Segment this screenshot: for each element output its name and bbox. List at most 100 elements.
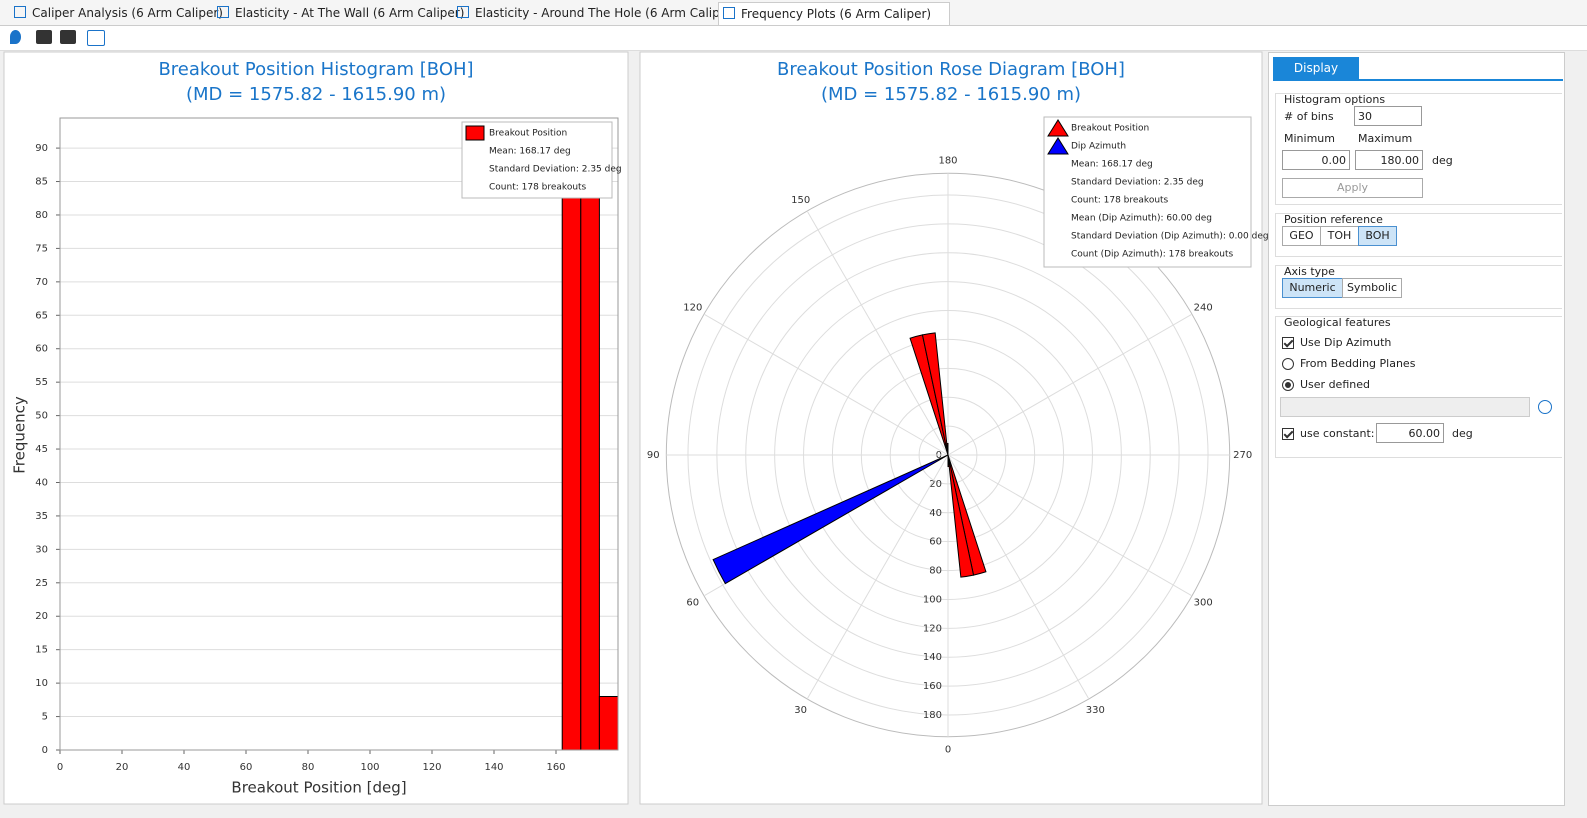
y-tick-label: 15 bbox=[35, 645, 48, 656]
x-tick-label: 160 bbox=[546, 762, 565, 773]
grid-spoke bbox=[947, 313, 1193, 456]
bar bbox=[580, 181, 600, 751]
y-tick-label: 70 bbox=[35, 277, 48, 288]
axis-type: Axis type Numeric Symbolic bbox=[1275, 265, 1562, 309]
histogram-options: Histogram options # of bins 30 Minimum M… bbox=[1275, 93, 1562, 205]
y-tick-label: 80 bbox=[35, 210, 48, 221]
tab[interactable]: Caliper Analysis (6 Arm Caliper) bbox=[10, 2, 223, 24]
option-button[interactable]: TOH bbox=[1320, 226, 1359, 246]
dropdown[interactable] bbox=[1280, 397, 1530, 417]
toolbar bbox=[0, 26, 1587, 51]
tab[interactable]: Elasticity - At The Wall (6 Arm Caliper) bbox=[213, 2, 464, 24]
r-tick-label: 100 bbox=[923, 594, 942, 605]
geological-features: Geological features Use Dip Azimuth From… bbox=[1275, 316, 1562, 458]
tab-bar: Caliper Analysis (6 Arm Caliper) Elastici… bbox=[0, 0, 1587, 26]
max-label: Maximum bbox=[1358, 132, 1413, 145]
option-button[interactable]: BOH bbox=[1358, 226, 1397, 246]
x-tick-label: 100 bbox=[360, 762, 379, 773]
chart-title: Breakout Position Rose Diagram [BOH] bbox=[777, 59, 1125, 80]
r-tick-label: 180 bbox=[923, 710, 942, 721]
legend-stat: Count (Dip Azimuth): 178 breakouts bbox=[1071, 250, 1234, 260]
bins-input[interactable]: 30 bbox=[1354, 106, 1422, 126]
angle-tick-label: 300 bbox=[1194, 597, 1213, 608]
info-icon[interactable] bbox=[1538, 400, 1552, 414]
grid-spoke bbox=[806, 454, 949, 700]
option-label: Use Dip Azimuth bbox=[1300, 336, 1392, 349]
y-tick-label: 0 bbox=[42, 745, 48, 756]
legend-box bbox=[461, 121, 613, 199]
angle-tick-label: 0 bbox=[945, 745, 951, 756]
angle-tick-label: 30 bbox=[794, 705, 807, 716]
legend-label: Breakout Position bbox=[489, 129, 567, 139]
legend-stat: Mean: 168.17 deg bbox=[489, 147, 571, 157]
chart-subtitle: (MD = 1575.82 - 1615.90 m) bbox=[821, 84, 1081, 105]
rose-wedge bbox=[921, 332, 949, 456]
y-axis-label: Frequency bbox=[11, 396, 29, 474]
x-tick-label: 80 bbox=[302, 762, 315, 773]
bins-label: # of bins bbox=[1284, 110, 1334, 123]
y-tick-label: 25 bbox=[35, 578, 48, 589]
x-tick-label: 40 bbox=[178, 762, 191, 773]
min-input[interactable]: 0.00 bbox=[1282, 150, 1350, 170]
legend-label: Dip Azimuth bbox=[1071, 142, 1126, 152]
bar bbox=[561, 181, 582, 751]
side-panel: Display Histogram options # of bins 30 M… bbox=[1268, 52, 1565, 806]
legend-stat: Standard Deviation: 2.35 deg bbox=[1071, 178, 1204, 188]
angle-tick-label: 180 bbox=[938, 155, 957, 166]
plot-frame bbox=[59, 117, 619, 751]
angle-tick-label: 330 bbox=[1086, 705, 1105, 716]
angle-tick-label: 90 bbox=[647, 450, 660, 461]
r-tick-label: 160 bbox=[923, 681, 942, 692]
legend-stat: Count: 178 breakouts bbox=[1071, 196, 1169, 206]
display-tab[interactable]: Display bbox=[1273, 57, 1359, 79]
bar bbox=[598, 695, 619, 751]
r-tick-label: 80 bbox=[929, 566, 942, 577]
angle-tick-label: 240 bbox=[1194, 303, 1213, 314]
tab[interactable]: Frequency Plots (6 Arm Caliper) bbox=[718, 2, 950, 25]
option-button[interactable]: Symbolic bbox=[1342, 278, 1402, 298]
angle-tick-label: 120 bbox=[683, 303, 702, 314]
y-tick-label: 40 bbox=[35, 477, 48, 488]
constant-input[interactable]: 60.00 bbox=[1376, 423, 1444, 443]
unit-label: deg bbox=[1452, 427, 1473, 440]
group-title: Geological features bbox=[1284, 316, 1391, 329]
y-tick-label: 85 bbox=[35, 177, 48, 188]
tab[interactable]: Elasticity - Around The Hole (6 Arm Cali… bbox=[453, 2, 737, 24]
settings-button[interactable] bbox=[87, 30, 105, 46]
y-tick-label: 45 bbox=[35, 444, 48, 455]
legend-swatch bbox=[1047, 119, 1069, 137]
legend-label: Breakout Position bbox=[1071, 124, 1149, 134]
angle-tick-label: 60 bbox=[686, 597, 699, 608]
y-tick-label: 5 bbox=[42, 712, 48, 723]
radio[interactable] bbox=[1282, 379, 1294, 391]
option-button[interactable]: Numeric bbox=[1282, 278, 1343, 298]
option-button[interactable]: GEO bbox=[1282, 226, 1321, 246]
checkbox[interactable] bbox=[1282, 428, 1294, 440]
legend-stat: Standard Deviation (Dip Azimuth): 0.00 d… bbox=[1071, 232, 1269, 242]
camera-button[interactable] bbox=[36, 30, 52, 44]
rose-wedge bbox=[947, 454, 950, 468]
grid-spoke bbox=[806, 210, 949, 456]
x-axis-label: Breakout Position [deg] bbox=[231, 779, 406, 797]
checkbox[interactable] bbox=[1282, 337, 1294, 349]
rose-wedge bbox=[947, 454, 975, 578]
apply-button[interactable]: Apply bbox=[1282, 178, 1423, 198]
legend-stat: Mean: 168.17 deg bbox=[1071, 160, 1153, 170]
radio[interactable] bbox=[1282, 358, 1294, 370]
chart-title: Breakout Position Histogram [BOH] bbox=[158, 59, 473, 80]
x-tick-label: 120 bbox=[422, 762, 441, 773]
location-button[interactable] bbox=[10, 30, 21, 44]
y-tick-label: 35 bbox=[35, 511, 48, 522]
angle-tick-label: 150 bbox=[791, 195, 810, 206]
y-tick-label: 20 bbox=[35, 611, 48, 622]
r-tick-label: 120 bbox=[923, 623, 942, 634]
camera-multi-button[interactable] bbox=[60, 30, 76, 44]
rose-wedge bbox=[712, 454, 949, 585]
max-input[interactable]: 180.00 bbox=[1355, 150, 1423, 170]
legend-swatch bbox=[465, 125, 485, 141]
group-title: Position reference bbox=[1284, 213, 1383, 226]
x-tick-label: 60 bbox=[240, 762, 253, 773]
x-tick-label: 0 bbox=[57, 762, 63, 773]
group-title: Axis type bbox=[1284, 265, 1335, 278]
